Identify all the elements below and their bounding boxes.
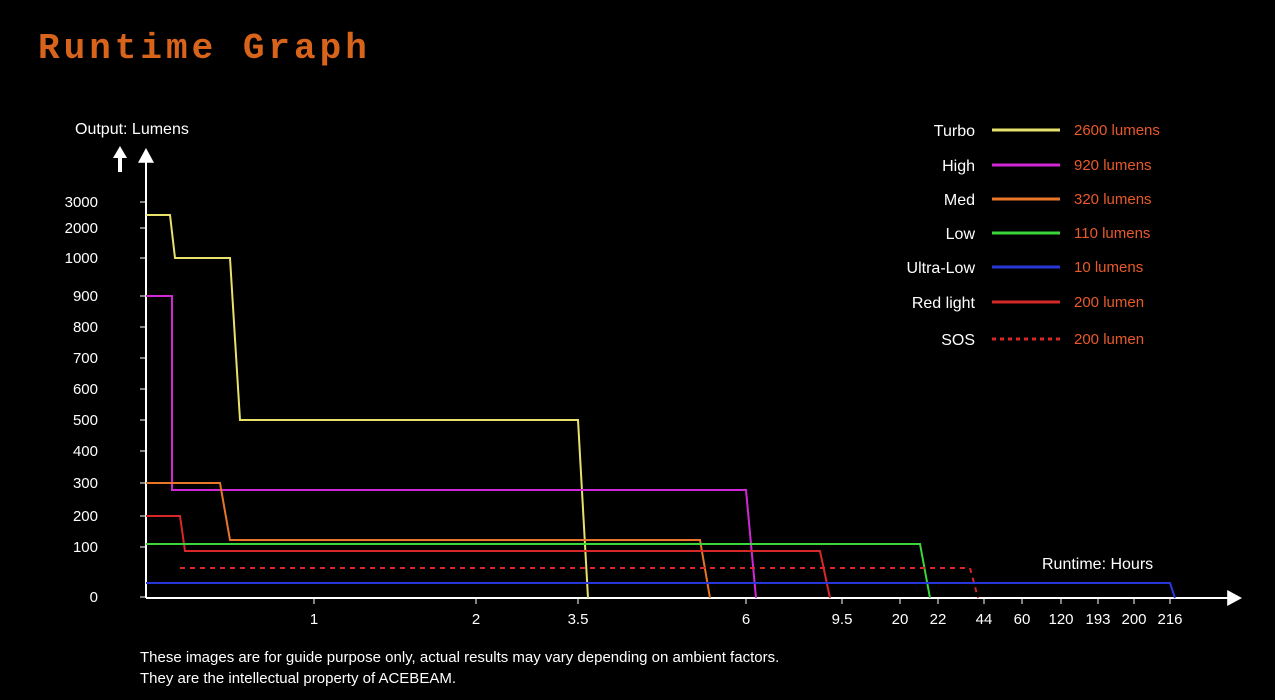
y-tick-label: 1000 [65, 250, 98, 267]
legend-label: SOS [941, 332, 975, 349]
x-tick-label: 44 [976, 611, 993, 628]
legend-value: 2600 lumens [1074, 122, 1160, 139]
legend-label: Ultra-Low [907, 260, 976, 277]
series-med [146, 483, 710, 598]
legend-value: 200 lumen [1074, 331, 1144, 348]
x-tick-label: 3.5 [568, 611, 589, 628]
y-tick-label: 300 [73, 475, 98, 492]
footer-line: They are the intellectual property of AC… [140, 670, 456, 687]
legend-label: Low [946, 226, 976, 243]
y-axis-arrow [138, 148, 154, 163]
y-axis-inner-arrow-head [113, 146, 127, 158]
x-tick-label: 9.5 [832, 611, 853, 628]
legend-label: High [942, 158, 975, 175]
legend-value: 10 lumens [1074, 259, 1143, 276]
series-red-light [146, 516, 830, 598]
y-tick-label: 2000 [65, 220, 98, 237]
y-tick-label: 500 [73, 412, 98, 429]
x-tick-label: 22 [930, 611, 947, 628]
legend-value: 200 lumen [1074, 294, 1144, 311]
y-tick-label: 700 [73, 350, 98, 367]
x-tick-label: 6 [742, 611, 750, 628]
legend-label: Turbo [934, 123, 975, 140]
x-tick-label: 60 [1014, 611, 1031, 628]
y-tick-label: 900 [73, 288, 98, 305]
y-tick-label: 200 [73, 508, 98, 525]
y-tick-label: 100 [73, 539, 98, 556]
x-tick-label: 1 [310, 611, 318, 628]
series-low [146, 544, 930, 598]
x-axis-label: Runtime: Hours [1042, 556, 1153, 573]
x-axis-arrow [1227, 590, 1242, 606]
y-tick-label: 3000 [65, 194, 98, 211]
legend-value: 320 lumens [1074, 191, 1152, 208]
legend-value: 110 lumens [1074, 225, 1150, 242]
x-tick-label: 120 [1048, 611, 1073, 628]
y-tick-label: 400 [73, 443, 98, 460]
x-tick-label: 2 [472, 611, 480, 628]
legend-value: 920 lumens [1074, 157, 1152, 174]
y-axis-label: Output: Lumens [75, 121, 189, 138]
legend-label: Red light [912, 295, 976, 312]
series-high [146, 296, 756, 598]
series-ultra-low [146, 583, 1175, 598]
runtime-chart: 3000200010009008007006005004003002001000… [0, 0, 1275, 700]
x-tick-label: 20 [892, 611, 909, 628]
y-tick-label: 600 [73, 381, 98, 398]
x-tick-label: 193 [1085, 611, 1110, 628]
x-tick-label: 216 [1157, 611, 1182, 628]
x-tick-label: 200 [1121, 611, 1146, 628]
y-tick-label: 800 [73, 319, 98, 336]
y-tick-label: 0 [90, 589, 98, 606]
legend-label: Med [944, 192, 975, 209]
footer-line: These images are for guide purpose only,… [140, 649, 779, 666]
